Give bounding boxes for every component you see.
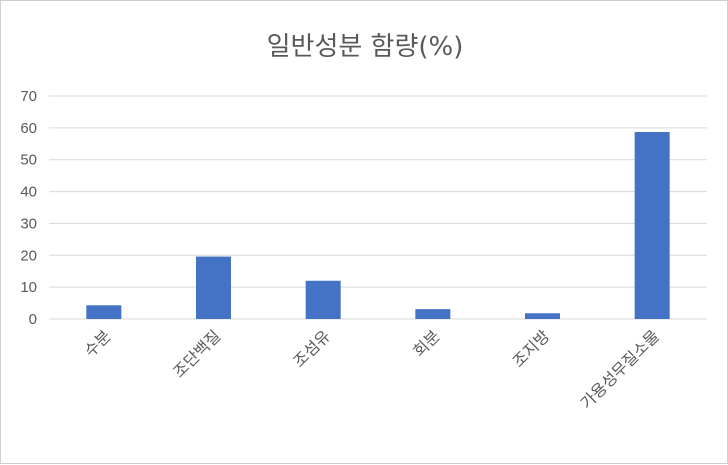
x-tick-label: 조섬유: [289, 326, 334, 371]
y-tick-label: 70: [20, 88, 37, 105]
y-tick-label: 10: [20, 279, 37, 296]
y-tick-label: 40: [20, 184, 37, 201]
gridlines: [49, 95, 707, 320]
y-tick-label: 20: [20, 247, 37, 264]
x-tick-label: 가용성무질소물: [577, 326, 663, 412]
chart-title: 일반성분 함량(%): [267, 32, 464, 62]
x-tick-label: 수분: [80, 326, 114, 360]
y-tick-label: 50: [20, 152, 37, 169]
y-axis-ticks: 0 10 20 30 40 50 60 70: [20, 88, 37, 328]
bar: [415, 309, 451, 319]
y-tick-label: 30: [20, 215, 37, 232]
y-tick-label: 60: [20, 120, 37, 137]
bar: [634, 131, 670, 319]
bar: [525, 313, 560, 319]
bar: [305, 280, 341, 319]
bar: [86, 305, 122, 319]
x-tick-label: 조지방: [509, 326, 554, 371]
bars: [86, 131, 670, 319]
x-tick-label: 회분: [409, 326, 443, 360]
x-axis-ticks: 수분 조단백질 조섬유 회분 조지방 가용성무질소물: [80, 326, 663, 412]
y-tick-label: 0: [29, 311, 37, 328]
x-tick-label: 조단백질: [169, 326, 224, 381]
bar: [196, 256, 231, 319]
